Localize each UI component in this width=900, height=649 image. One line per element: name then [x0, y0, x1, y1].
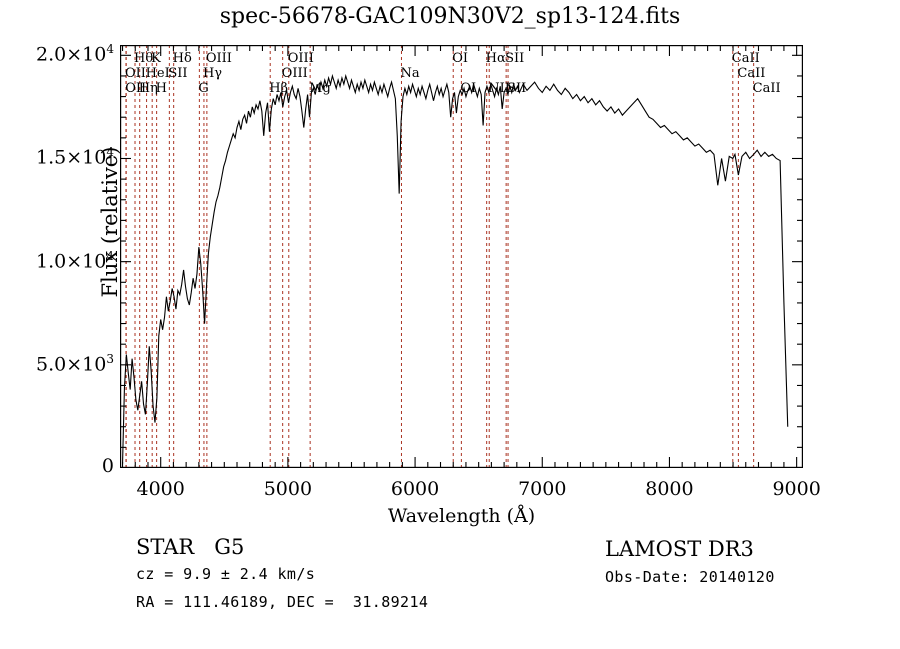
- spectral-line-label: G: [198, 81, 209, 96]
- spectral-line-label: Na: [400, 66, 420, 81]
- spectrum-svg: [120, 45, 803, 468]
- flux-curve: [121, 73, 789, 464]
- spectral-line-label: OII: [124, 66, 146, 81]
- spectral-line-label: K: [151, 51, 161, 66]
- x-tick-label: 6000: [390, 478, 440, 500]
- spectral-line-label: Hα: [485, 51, 506, 66]
- spectral-line-label: OII: [125, 81, 147, 96]
- y-tick-label: 1.5×104: [36, 145, 114, 169]
- spectral-line-label: Mg: [309, 81, 331, 96]
- page-title: spec-56678-GAC109N30V2_sp13-124.fits: [219, 4, 681, 29]
- plot-area: [120, 45, 803, 468]
- x-tick-label: 8000: [645, 478, 694, 500]
- observation-date: Obs-Date: 20140120: [605, 568, 775, 586]
- spectral-line-label: CaII: [752, 81, 781, 96]
- spectral-line-label: Hη: [138, 81, 158, 96]
- spectral-line-label: SII: [507, 81, 527, 96]
- object-class: STAR G5: [136, 535, 245, 559]
- spectral-line-label: HeI: [145, 66, 170, 81]
- y-tick-label: 0: [101, 455, 114, 477]
- spectral-line-label: CaII: [731, 51, 760, 66]
- spectral-line-label: Hγ: [202, 66, 223, 81]
- y-tick-label: 2.0×104: [36, 42, 114, 66]
- x-axis-label: Wavelength (Å): [387, 505, 536, 527]
- y-tick-label: 5.0×103: [36, 351, 114, 376]
- spectral-line-label: Hδ: [172, 51, 192, 66]
- spectral-line-label: OIII: [205, 51, 232, 66]
- survey-name: LAMOST DR3: [605, 537, 754, 561]
- x-tick-label: 9000: [772, 478, 821, 500]
- axis-frame: [120, 45, 803, 468]
- x-tick-label: 4000: [136, 478, 185, 500]
- y-axis-tick-labels: 0 5.0×103 1.0×104 1.5×104 2.0×104: [0, 0, 114, 649]
- spectral-line-label: SII: [168, 66, 188, 81]
- spectral-line-label: OIII: [287, 51, 314, 66]
- spectral-line-label: Hθ: [134, 51, 154, 66]
- footer-left: STAR G5 cz = 9.9 ± 2.4 km/s RA = 111.461…: [136, 534, 556, 616]
- spectral-line-label: CaII: [737, 66, 766, 81]
- spectral-line-label: OI: [460, 81, 477, 96]
- spectral-line-label: OI: [452, 51, 469, 66]
- spectral-line-label: H: [155, 81, 167, 96]
- x-tick-label: 7000: [518, 478, 567, 500]
- spectral-line-label: SII: [505, 51, 525, 66]
- y-tick-label: 1.0×104: [36, 248, 114, 272]
- spectral-line-markers: [125, 45, 755, 468]
- plot-frame: [120, 45, 803, 468]
- redshift-velocity: cz = 9.9 ± 2.4 km/s: [136, 565, 316, 583]
- spectral-line-label: NII: [488, 81, 510, 96]
- spectral-line-label: OIII: [281, 66, 308, 81]
- spectral-line-label: Hβ: [269, 81, 289, 96]
- coordinates: RA = 111.46189, DEC = 31.89214: [136, 593, 429, 611]
- footer-right: LAMOST DR3 Obs-Date: 20140120: [605, 536, 885, 592]
- x-tick-label: 5000: [263, 478, 313, 500]
